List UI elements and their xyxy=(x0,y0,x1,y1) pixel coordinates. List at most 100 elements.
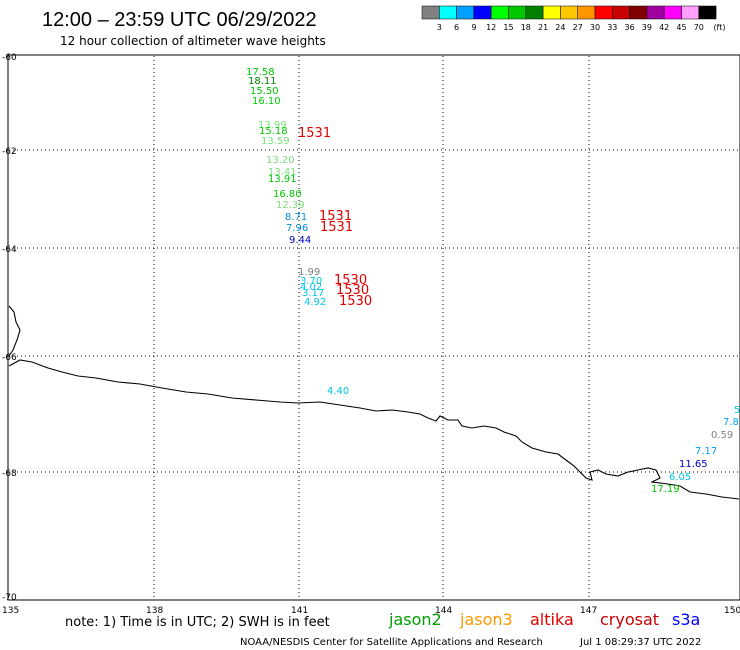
wave-height-label: 15.50 xyxy=(250,86,279,97)
lon-label: 150 xyxy=(724,606,740,616)
wave-height-label: 11.65 xyxy=(679,459,708,470)
legend-tick-label: 6 xyxy=(454,23,459,32)
wave-height-label: 4.02 xyxy=(300,282,322,293)
legend-tick-label: 70 xyxy=(694,23,704,32)
lon-label: 147 xyxy=(580,606,597,616)
wave-height-label: 4.40 xyxy=(327,386,349,397)
pass-time-label: 1530 xyxy=(339,294,372,309)
legend-tick-label: 3 xyxy=(437,23,442,32)
wave-height-label: 12.39 xyxy=(276,200,305,211)
footer-credit: NOAA/NESDIS Center for Satellite Applica… xyxy=(240,637,543,648)
wave-height-label: 9.44 xyxy=(289,235,311,246)
wave-height-label: 13.59 xyxy=(261,136,290,147)
legend-swatch xyxy=(490,5,509,20)
legend-swatch xyxy=(663,5,682,20)
color-scale-legend: 3 6 9 12 15 18 21 24 27 30 33 36 39 42 45 70 (ft) xyxy=(421,5,726,32)
wave-height-label: 7.17 xyxy=(695,446,717,457)
legend-tick-label: 21 xyxy=(538,23,548,32)
lat-label: -68 xyxy=(2,469,17,479)
wave-height-label: 13.91 xyxy=(268,174,297,185)
lon-label: 141 xyxy=(291,606,308,616)
lon-label: 144 xyxy=(435,606,452,616)
latitude-labels: -60 -62 -64 -66 -68 -70 xyxy=(2,53,17,603)
lat-label: -66 xyxy=(2,353,17,363)
satellite-altika: altika xyxy=(530,610,574,629)
wave-height-label: 13.99 xyxy=(258,120,287,131)
pass-time-label: 1531 xyxy=(319,209,352,224)
legend-tick-label: 18 xyxy=(521,23,531,32)
wave-height-label: 15.18 xyxy=(259,126,288,137)
legend-swatch xyxy=(542,5,561,20)
wave-height-label: 8.71 xyxy=(285,212,307,223)
legend-tick-label: 12 xyxy=(486,23,496,32)
wave-height-label: 4.92 xyxy=(304,297,326,308)
wave-height-label: 17.19 xyxy=(651,484,680,495)
gridlines xyxy=(9,56,739,600)
page-subtitle: 12 hour collection of altimeter wave hei… xyxy=(60,34,326,48)
legend-tick-label: 9 xyxy=(471,23,476,32)
map-frame xyxy=(7,54,740,601)
legend-tick-label: 39 xyxy=(642,23,652,32)
wave-height-label: 16.80 xyxy=(273,189,302,200)
legend-tick-label: 27 xyxy=(573,23,583,32)
lat-label: -70 xyxy=(2,593,17,603)
legend-swatch xyxy=(629,5,648,20)
wave-height-label: 1.99 xyxy=(298,267,320,278)
page-title: 12:00 – 23:59 UTC 06/29/2022 xyxy=(42,9,317,31)
wave-height-label: 18.11 xyxy=(248,76,277,87)
wave-height-labels: 17.58 18.11 15.50 16.10 13.99 15.18 13.5… xyxy=(246,67,740,495)
satellite-s3a: s3a xyxy=(672,610,700,629)
lat-label: -62 xyxy=(2,147,17,157)
pass-time-label: 1531 xyxy=(320,220,353,235)
wave-height-label: 13.20 xyxy=(266,155,295,166)
legend-swatch xyxy=(594,5,613,20)
wave-height-label: 5 xyxy=(734,405,740,416)
pass-time-label: 1530 xyxy=(334,273,367,288)
legend-tick-label: 33 xyxy=(607,23,617,32)
wave-height-label: 3.17 xyxy=(302,288,324,299)
footer-timestamp: Jul 1 08:29:37 UTC 2022 xyxy=(579,637,701,648)
legend-swatch xyxy=(439,5,457,20)
legend-unit: (ft) xyxy=(713,23,725,32)
legend-tick-label: 42 xyxy=(659,23,669,32)
legend-swatch xyxy=(421,5,440,20)
pass-time-labels: 1531 1531 1531 1530 1530 1530 xyxy=(298,126,372,309)
legend-tick-label: 15 xyxy=(503,23,513,32)
legend-tick-label: 24 xyxy=(555,23,565,32)
legend-swatch xyxy=(456,5,475,20)
wave-height-label: 7.8 xyxy=(723,417,739,428)
legend-tick-label: 45 xyxy=(676,23,686,32)
legend-swatch xyxy=(698,5,717,20)
legend-swatch xyxy=(508,5,527,20)
satellite-jason2: jason2 xyxy=(388,610,442,629)
wave-height-label: 17.58 xyxy=(246,67,275,78)
satellite-cryosat: cryosat xyxy=(600,610,659,629)
longitude-labels: 135 138 141 144 147 150 xyxy=(2,606,740,616)
wave-height-label: 3.70 xyxy=(300,276,322,287)
legend-tick-label: 36 xyxy=(625,23,635,32)
legend-tick-label: 30 xyxy=(590,23,600,32)
pass-time-label: 1531 xyxy=(298,126,331,141)
satellite-legend: jason2 jason3 altika cryosat s3a xyxy=(388,610,700,629)
lon-label: 138 xyxy=(146,606,163,616)
legend-swatch xyxy=(646,5,665,20)
lon-label: 135 xyxy=(2,606,19,616)
lat-label: -60 xyxy=(2,53,17,63)
lat-label: -64 xyxy=(2,245,17,255)
legend-swatch xyxy=(681,5,700,20)
wave-height-label: 0.59 xyxy=(711,430,733,441)
wave-height-label: 7.96 xyxy=(286,223,308,234)
wave-height-label: 16.10 xyxy=(252,96,281,107)
legend-swatch xyxy=(577,5,596,20)
wave-height-label: 6.05 xyxy=(669,472,691,483)
footer-note: note: 1) Time is in UTC; 2) SWH is in fe… xyxy=(65,615,330,630)
legend-swatch xyxy=(560,5,578,20)
legend-swatch xyxy=(612,5,630,20)
coastline xyxy=(8,305,740,500)
pass-time-label: 1530 xyxy=(336,283,369,298)
legend-swatch xyxy=(473,5,492,20)
satellite-jason3: jason3 xyxy=(459,610,513,629)
legend-swatch xyxy=(525,5,544,20)
wave-height-label: 13.41 xyxy=(268,167,297,178)
